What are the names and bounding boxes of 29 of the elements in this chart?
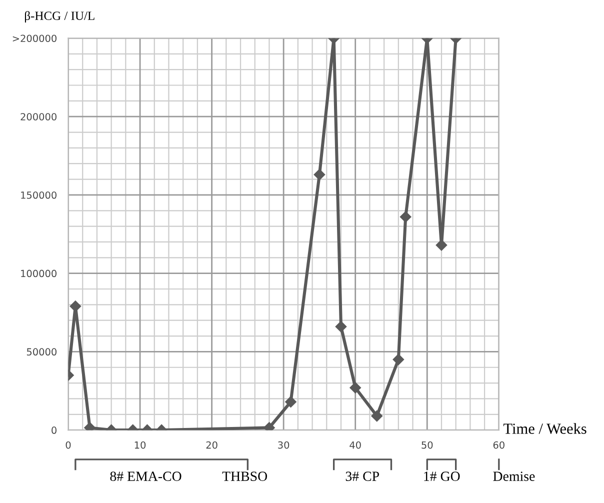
x-tick-label: 0 (66, 441, 71, 449)
y-tick-label: >200000 (12, 34, 56, 42)
point (371, 410, 382, 422)
point (392, 354, 404, 366)
y-tick-label: 100000 (21, 270, 56, 278)
text: Demise (493, 472, 535, 481)
x-tick-label: 20 (206, 441, 218, 449)
point (335, 321, 347, 332)
text: 8# EMA-CO (110, 472, 182, 481)
y-tick-label: 150000 (21, 191, 56, 199)
text: THBSO (222, 472, 268, 481)
point (285, 396, 296, 408)
point (70, 300, 82, 312)
point (314, 168, 326, 180)
y-axis-title: β-HCG / IU/L (24, 11, 94, 23)
x-axis-title: Time / Weeks (503, 423, 586, 434)
x-tick-label: 30 (278, 441, 290, 449)
point (350, 382, 361, 394)
text: 1# GO (424, 472, 460, 481)
point (400, 211, 412, 223)
x-tick-label: 50 (422, 441, 433, 449)
x-tick-label: 60 (493, 441, 504, 449)
x-tick-label: 40 (350, 441, 361, 449)
y-tick-label: 50000 (26, 348, 56, 356)
y-tick-label: 0 (52, 426, 56, 434)
point (436, 240, 448, 251)
y-tick-label: 200000 (20, 113, 56, 120)
x-tick-label: 10 (134, 441, 146, 449)
text: 3# CP (346, 472, 380, 481)
